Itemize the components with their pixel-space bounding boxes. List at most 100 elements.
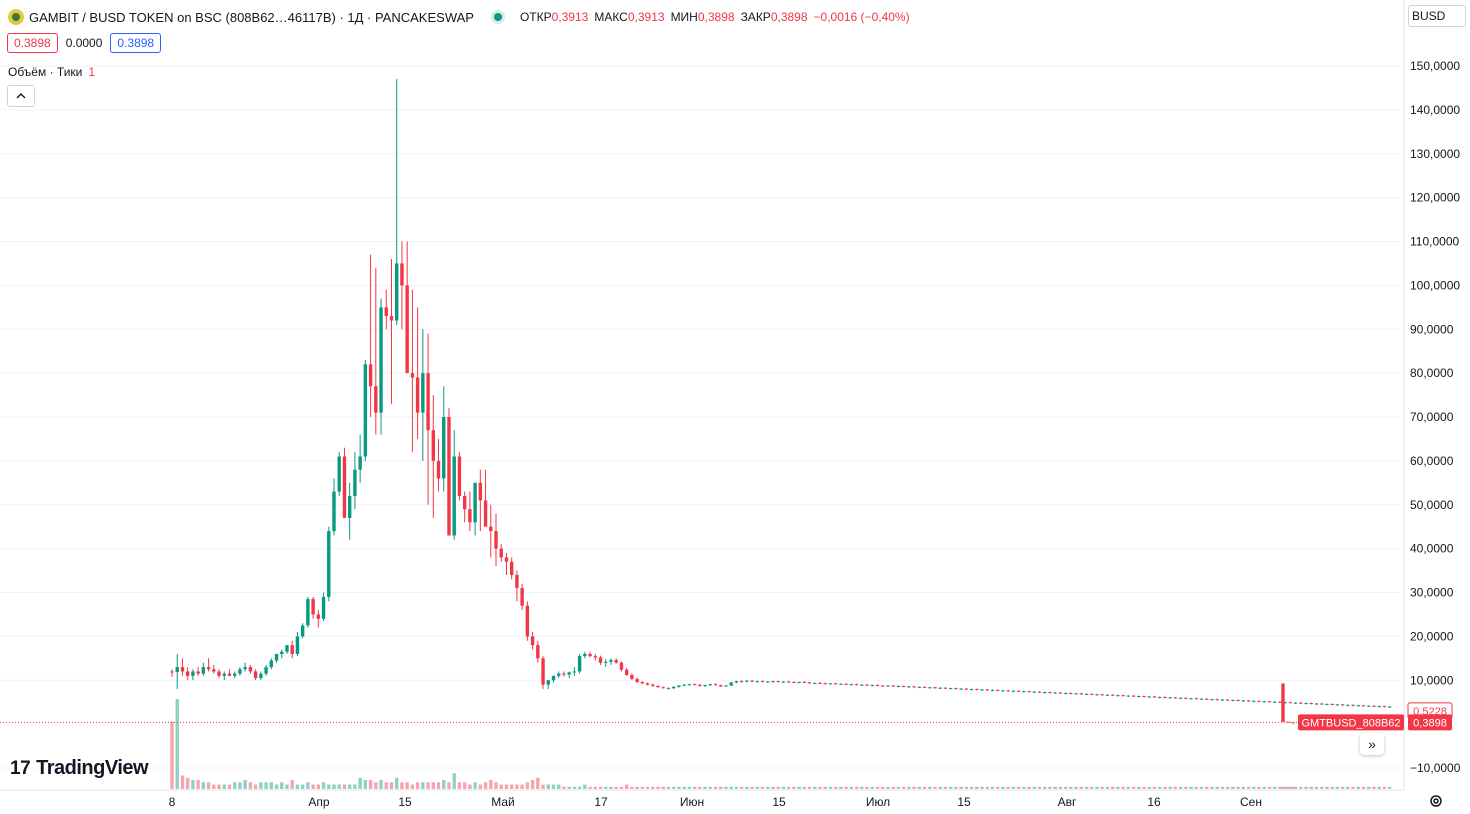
candle-body bbox=[1011, 690, 1016, 692]
volume-bar bbox=[546, 784, 550, 789]
volume-bar bbox=[306, 782, 310, 789]
price-tick-label: 60,0000 bbox=[1410, 454, 1454, 468]
candle-body bbox=[1032, 691, 1036, 693]
candle-body bbox=[969, 689, 974, 691]
candle-body bbox=[525, 605, 530, 637]
volume-bar bbox=[1346, 786, 1350, 789]
sell-price-button[interactable]: 0.3898 bbox=[7, 33, 58, 53]
volume-bar bbox=[274, 784, 279, 789]
volume-bar bbox=[1126, 786, 1131, 789]
candle-body bbox=[1152, 696, 1157, 698]
volume-bar bbox=[1152, 786, 1157, 789]
volume-bar bbox=[473, 782, 477, 789]
scroll-to-realtime-button[interactable]: » bbox=[1360, 733, 1384, 755]
price-axis[interactable]: 150,0000 140,0000 130,0000 120,0000 110,0000… bbox=[1403, 0, 1461, 790]
candle-body bbox=[854, 684, 859, 686]
candle-body bbox=[358, 456, 362, 470]
candle-body bbox=[1037, 691, 1042, 693]
volume-bar bbox=[1048, 786, 1052, 789]
candle-body bbox=[588, 653, 592, 657]
volume-legend[interactable]: Объём · Тики 1 bbox=[8, 65, 95, 79]
volume-bar bbox=[483, 782, 488, 789]
candle-body bbox=[656, 685, 660, 688]
buy-price-button[interactable]: 0.3898 bbox=[110, 33, 162, 53]
candle-body bbox=[755, 681, 760, 683]
candle-body bbox=[797, 682, 801, 684]
volume-bar bbox=[698, 786, 702, 789]
candle-body bbox=[1022, 691, 1026, 693]
candle-body bbox=[1215, 699, 1219, 701]
volume-label: Объём · Тики bbox=[8, 65, 83, 79]
volume-bar bbox=[661, 786, 665, 789]
volume-bar bbox=[327, 784, 331, 789]
volume-bar bbox=[964, 786, 969, 789]
volume-bar bbox=[666, 786, 671, 789]
candle-body bbox=[964, 688, 969, 690]
volume-bar bbox=[562, 786, 566, 789]
ohlc-change: −0,0016 (−0,40%) bbox=[813, 10, 910, 24]
volume-bar bbox=[489, 780, 493, 789]
candle-body bbox=[1121, 695, 1125, 697]
currency-selector[interactable]: BUSD bbox=[1408, 5, 1466, 27]
volume-bar bbox=[1272, 786, 1277, 789]
candle-body bbox=[959, 688, 963, 690]
candle-body bbox=[677, 685, 681, 687]
chart-settings-gear-icon[interactable] bbox=[1429, 794, 1443, 811]
candle-body bbox=[577, 656, 582, 672]
candle-body bbox=[447, 417, 451, 536]
tradingview-logo[interactable]: 17 TradingView bbox=[10, 757, 149, 780]
volume-bar bbox=[217, 784, 221, 789]
volume-bar bbox=[1330, 786, 1334, 789]
time-axis[interactable]: 8 Апр 15 Май 17 Июн 15 Июл 15 Авг 16 Сен bbox=[0, 789, 1404, 809]
candle-body bbox=[948, 688, 953, 690]
candle-body bbox=[729, 682, 733, 686]
volume-bar bbox=[1058, 786, 1063, 789]
symbol-title[interactable]: GAMBIT / BUSD TOKEN on BSC (808B62…46117… bbox=[29, 9, 474, 25]
volume-bar bbox=[865, 786, 869, 789]
candle-body bbox=[745, 680, 749, 682]
candle-body bbox=[1257, 700, 1261, 702]
candle-body bbox=[828, 683, 833, 685]
double-chevron-right-icon: » bbox=[1368, 736, 1376, 752]
volume-bar bbox=[870, 786, 874, 789]
candle-body bbox=[546, 680, 550, 685]
candle-body bbox=[1137, 696, 1141, 698]
volume-bar bbox=[766, 786, 770, 789]
candle-body bbox=[347, 495, 352, 518]
volume-bar bbox=[557, 784, 561, 789]
volume-bar bbox=[729, 786, 733, 789]
collapse-legend-button[interactable] bbox=[7, 85, 35, 107]
volume-bar bbox=[1286, 786, 1290, 789]
candle-body bbox=[1158, 696, 1162, 698]
volume-bar bbox=[645, 786, 650, 789]
volume-bar bbox=[792, 786, 796, 789]
candle-body bbox=[499, 548, 503, 558]
volume-bar bbox=[1215, 786, 1219, 789]
volume-bar bbox=[938, 786, 942, 789]
candle-body bbox=[776, 681, 780, 683]
candle-body bbox=[541, 658, 545, 685]
volume-bar bbox=[227, 784, 232, 789]
spread-value: 0.0000 bbox=[63, 34, 105, 52]
volume-bar bbox=[358, 777, 362, 789]
candle-body bbox=[1367, 705, 1371, 707]
market-status-icon[interactable] bbox=[493, 13, 502, 21]
candle-body bbox=[1053, 692, 1057, 694]
volume-bar bbox=[656, 786, 660, 789]
volume-bar bbox=[222, 784, 226, 789]
volume-bar bbox=[1241, 786, 1246, 789]
volume-bar bbox=[536, 777, 540, 789]
volume-bar bbox=[1267, 786, 1272, 789]
candle-body bbox=[630, 674, 634, 679]
candle-body bbox=[635, 678, 639, 683]
volume-bar bbox=[990, 786, 995, 789]
candle-body bbox=[1205, 698, 1209, 700]
volume-bar bbox=[442, 780, 446, 789]
volume-bar bbox=[896, 786, 901, 789]
candle-body bbox=[891, 685, 895, 687]
volume-bar bbox=[384, 782, 388, 789]
volume-bar bbox=[755, 786, 760, 789]
time-tick-label: Май bbox=[491, 795, 515, 809]
volume-bar bbox=[1163, 786, 1167, 789]
